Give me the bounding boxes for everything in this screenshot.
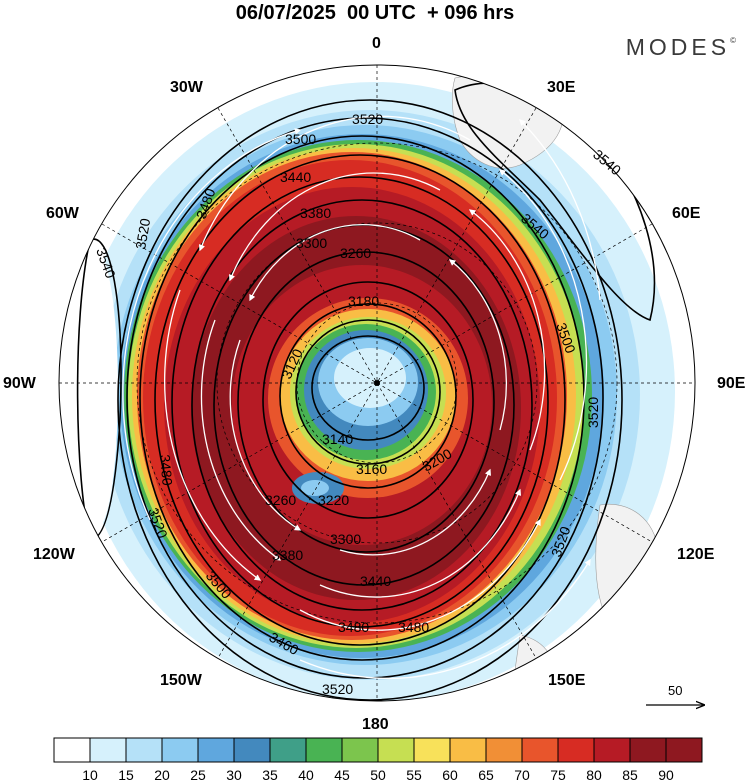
contour-label: 3440 (360, 573, 391, 589)
colorbar-box (161, 737, 199, 763)
colorbar-box (89, 737, 127, 763)
polar-wind-map: 3520 3500 3540 3540 3540 3520 3480 3440 … (58, 64, 750, 725)
colorbar-tick-label: 55 (406, 767, 422, 783)
contour-labels: 3520 3500 3540 3540 3540 3520 3480 3440 … (93, 111, 624, 697)
colorbar-box (629, 737, 667, 763)
lon-label-60e: 60E (672, 205, 701, 222)
colorbar-box (125, 737, 163, 763)
colorbar-tick-label: 80 (586, 767, 602, 783)
contour-label: 3380 (300, 205, 331, 221)
colorbar-box (521, 737, 559, 763)
lon-label-60w: 60W (46, 205, 79, 222)
lon-label-150w: 150W (160, 672, 202, 689)
south-pole-marker (374, 380, 380, 386)
wind-streamlines (122, 115, 601, 679)
lon-label-150e: 150E (548, 672, 586, 689)
colorbar-box (593, 737, 631, 763)
colorbar-tick-label: 90 (658, 767, 674, 783)
contour-label: 3500 (285, 131, 316, 147)
colorbar-box (305, 737, 343, 763)
contour-label: 3480 (338, 619, 369, 635)
colorbar-tick-label: 10 (82, 767, 98, 783)
contour-label: 3180 (348, 293, 379, 309)
colorbar-tick-label: 70 (514, 767, 530, 783)
colorbar-box (665, 737, 703, 763)
contour-label: 3480 (157, 454, 176, 487)
colorbar-box (413, 737, 451, 763)
contour-label: 3160 (356, 461, 387, 477)
colorbar-box (269, 737, 307, 763)
contour-label: 3440 (280, 169, 311, 185)
colorbar-tick-label: 75 (550, 767, 566, 783)
lon-label-30w: 30W (170, 79, 203, 96)
lon-label-30e: 30E (547, 79, 576, 96)
colorbar-tick-label: 35 (262, 767, 278, 783)
colorbar-tick-label: 25 (190, 767, 206, 783)
colorbar-box (53, 737, 91, 763)
contour-label: 3140 (322, 431, 353, 447)
contour-label: 3380 (272, 547, 303, 563)
lon-label-90e: 90E (717, 375, 746, 392)
contour-label: 3300 (330, 531, 361, 547)
lon-label-180: 180 (362, 716, 389, 733)
wind-speed-field (59, 65, 695, 701)
colorbar-tick-label: 15 (118, 767, 134, 783)
contour-label: 3480 (398, 619, 429, 635)
colorbar (53, 737, 703, 763)
colorbar-tick-label: 65 (478, 767, 494, 783)
colorbar-tick-label: 20 (154, 767, 170, 783)
map-boundary (58, 64, 696, 702)
lon-label-120w: 120W (33, 546, 75, 563)
contour-label: 3520 (322, 681, 353, 697)
contour-label: 3220 (318, 492, 349, 508)
colorbar-box (197, 737, 235, 763)
contour-label: 3260 (265, 492, 296, 508)
copyright-mark: © (730, 36, 736, 45)
contour-label: 3520 (585, 397, 601, 428)
colorbar-box (449, 737, 487, 763)
colorbar-tick-label: 30 (226, 767, 242, 783)
colorbar-box (377, 737, 415, 763)
contour-label: 3520 (132, 217, 153, 251)
lon-label-90w: 90W (3, 375, 36, 392)
colorbar-box (557, 737, 595, 763)
colorbar-tick-label: 50 (370, 767, 386, 783)
brand-name: MODES (625, 34, 731, 60)
colorbar-box (233, 737, 271, 763)
modes-logo: MODES© (626, 34, 736, 61)
lon-label-0: 0 (372, 35, 381, 52)
colorbar-tick-label: 40 (298, 767, 314, 783)
contour-label: 3260 (340, 245, 371, 261)
map-title: 06/07/2025 00 UTC + 096 hrs (235, 2, 515, 24)
colorbar-tick-label: 85 (622, 767, 638, 783)
colorbar-tick-label: 45 (334, 767, 350, 783)
contour-label: 3520 (352, 111, 383, 127)
colorbar-box (341, 737, 379, 763)
colorbar-tick-label: 60 (442, 767, 458, 783)
vector-reference-label: 50 (668, 683, 683, 698)
lon-label-120e: 120E (677, 546, 715, 563)
contour-label: 3300 (296, 235, 327, 251)
colorbar-box (485, 737, 523, 763)
